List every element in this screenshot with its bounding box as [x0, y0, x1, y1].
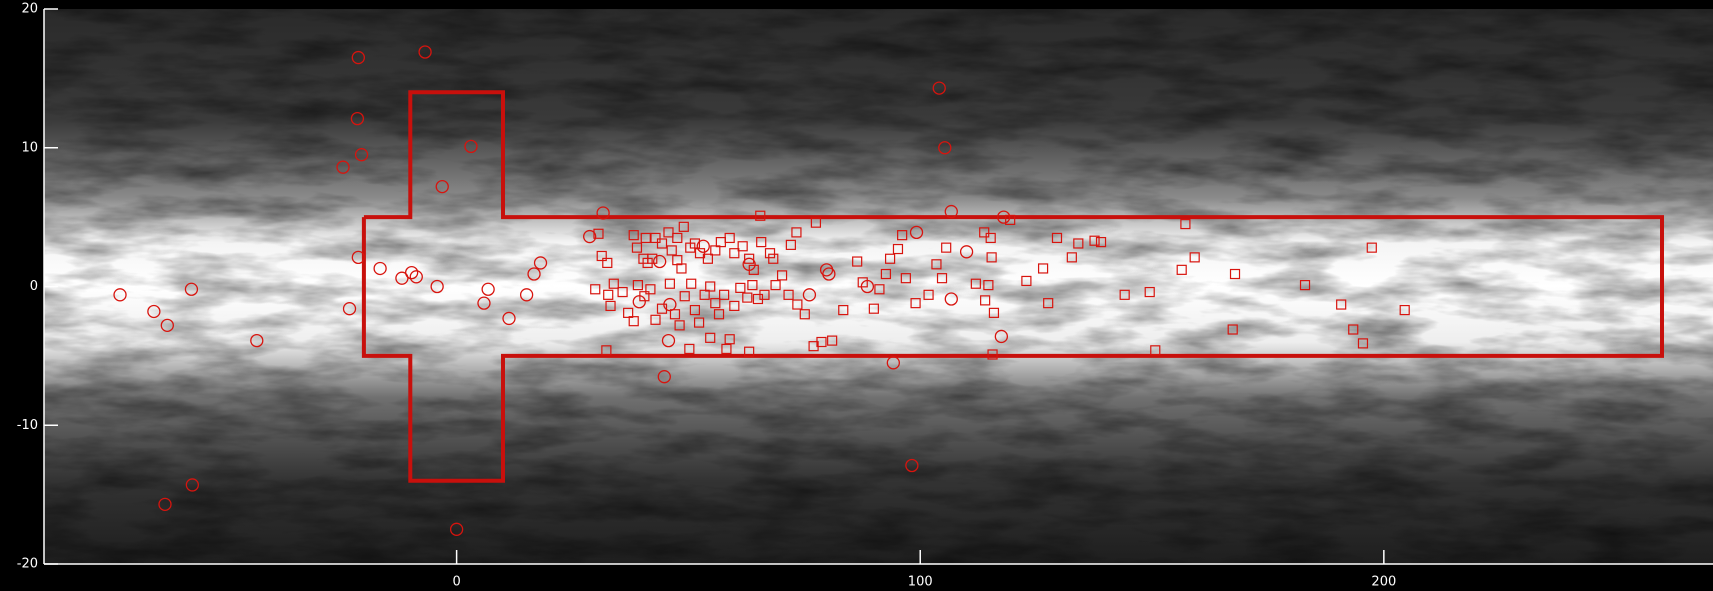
- chart: 0 100 200 -20 -10 0 10 20: [0, 0, 1713, 591]
- x-tick-label: 200: [1371, 575, 1396, 590]
- sky-texture: [44, 9, 1713, 564]
- y-tick-label: 0: [30, 279, 38, 294]
- y-tick-label: 20: [21, 2, 38, 17]
- page: 0100200-20-1001020 (() => { const data =…: [0, 0, 1713, 591]
- y-tick-label: -20: [17, 557, 38, 572]
- y-tick-label: 10: [21, 140, 38, 155]
- x-tick-label: 0: [452, 575, 460, 590]
- x-tick-label: 100: [908, 575, 933, 590]
- y-tick-label: -10: [17, 418, 38, 433]
